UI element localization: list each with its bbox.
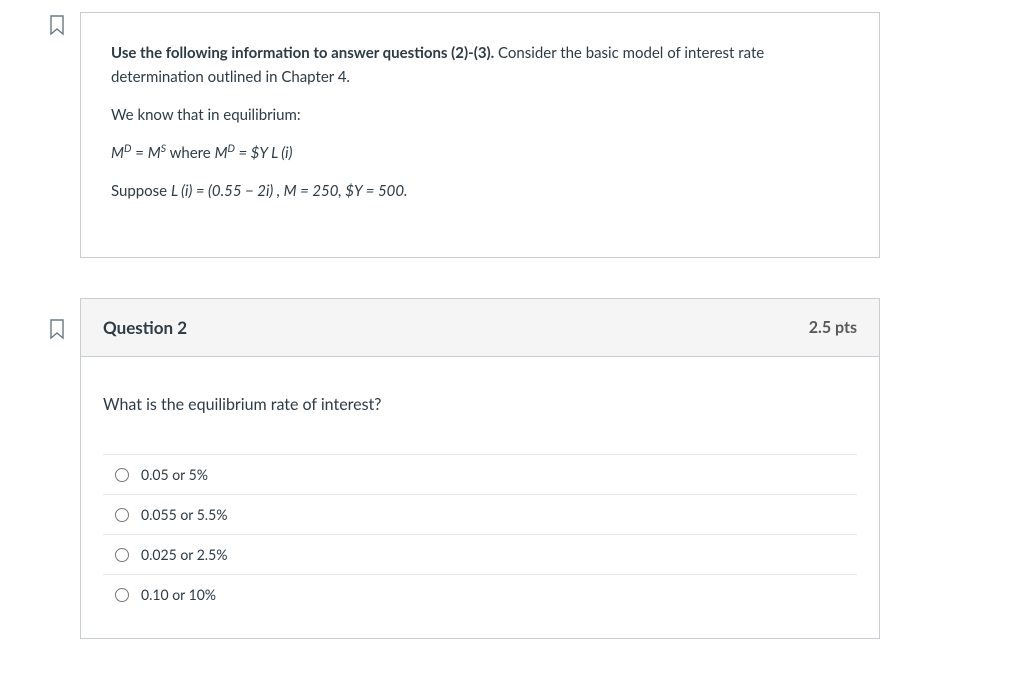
flag-column xyxy=(0,298,80,340)
question-row: Question 2 2.5 pts What is the equilibri… xyxy=(0,298,1024,639)
question-header: Question 2 2.5 pts xyxy=(81,299,879,357)
instructions-intro: Use the following information to answer … xyxy=(111,41,849,89)
eq-equals-1: = xyxy=(131,144,147,162)
instructions-line2: We know that in equilibrium: xyxy=(111,103,849,127)
equation-equilibrium: MD = MS where MD = $Y L (i) xyxy=(111,141,849,165)
question-prompt: What is the equilibrium rate of interest… xyxy=(103,395,857,414)
eq-md2-base: M xyxy=(215,144,228,162)
option-label: 0.05 or 5% xyxy=(141,466,208,483)
eq-ms-base: M xyxy=(148,144,161,162)
suppose-prefix: Suppose xyxy=(111,182,171,200)
option-row[interactable]: 0.10 or 10% xyxy=(103,574,857,614)
question-title: Question 2 xyxy=(103,317,187,338)
eq-md-rhs: = $Y L (i) xyxy=(235,144,293,162)
intro-bold: Use the following information to answer … xyxy=(111,44,494,62)
eq-md-base: M xyxy=(111,144,124,162)
flag-column xyxy=(0,12,80,36)
eq-md2-sup: D xyxy=(228,143,235,155)
bookmark-icon[interactable] xyxy=(48,14,66,36)
question-body: What is the equilibrium rate of interest… xyxy=(81,357,879,638)
instructions-card: Use the following information to answer … xyxy=(80,12,880,258)
instructions-row: Use the following information to answer … xyxy=(0,12,1024,258)
option-radio[interactable] xyxy=(115,588,129,602)
option-radio[interactable] xyxy=(115,548,129,562)
option-row[interactable]: 0.05 or 5% xyxy=(103,454,857,494)
option-row[interactable]: 0.055 or 5.5% xyxy=(103,494,857,534)
question-points: 2.5 pts xyxy=(809,318,857,337)
option-radio[interactable] xyxy=(115,468,129,482)
suppose-expr: L (i) = (0.55 − 2i) , M = 250, $Y = 500. xyxy=(171,182,408,200)
option-row[interactable]: 0.025 or 2.5% xyxy=(103,534,857,574)
option-label: 0.025 or 2.5% xyxy=(141,546,227,563)
bookmark-icon[interactable] xyxy=(48,318,66,340)
instructions-body: Use the following information to answer … xyxy=(81,13,879,257)
equation-suppose: Suppose L (i) = (0.55 − 2i) , M = 250, $… xyxy=(111,179,849,203)
option-label: 0.055 or 5.5% xyxy=(141,506,227,523)
question-card: Question 2 2.5 pts What is the equilibri… xyxy=(80,298,880,639)
option-radio[interactable] xyxy=(115,508,129,522)
option-label: 0.10 or 10% xyxy=(141,586,216,603)
eq-where: where xyxy=(166,144,215,162)
